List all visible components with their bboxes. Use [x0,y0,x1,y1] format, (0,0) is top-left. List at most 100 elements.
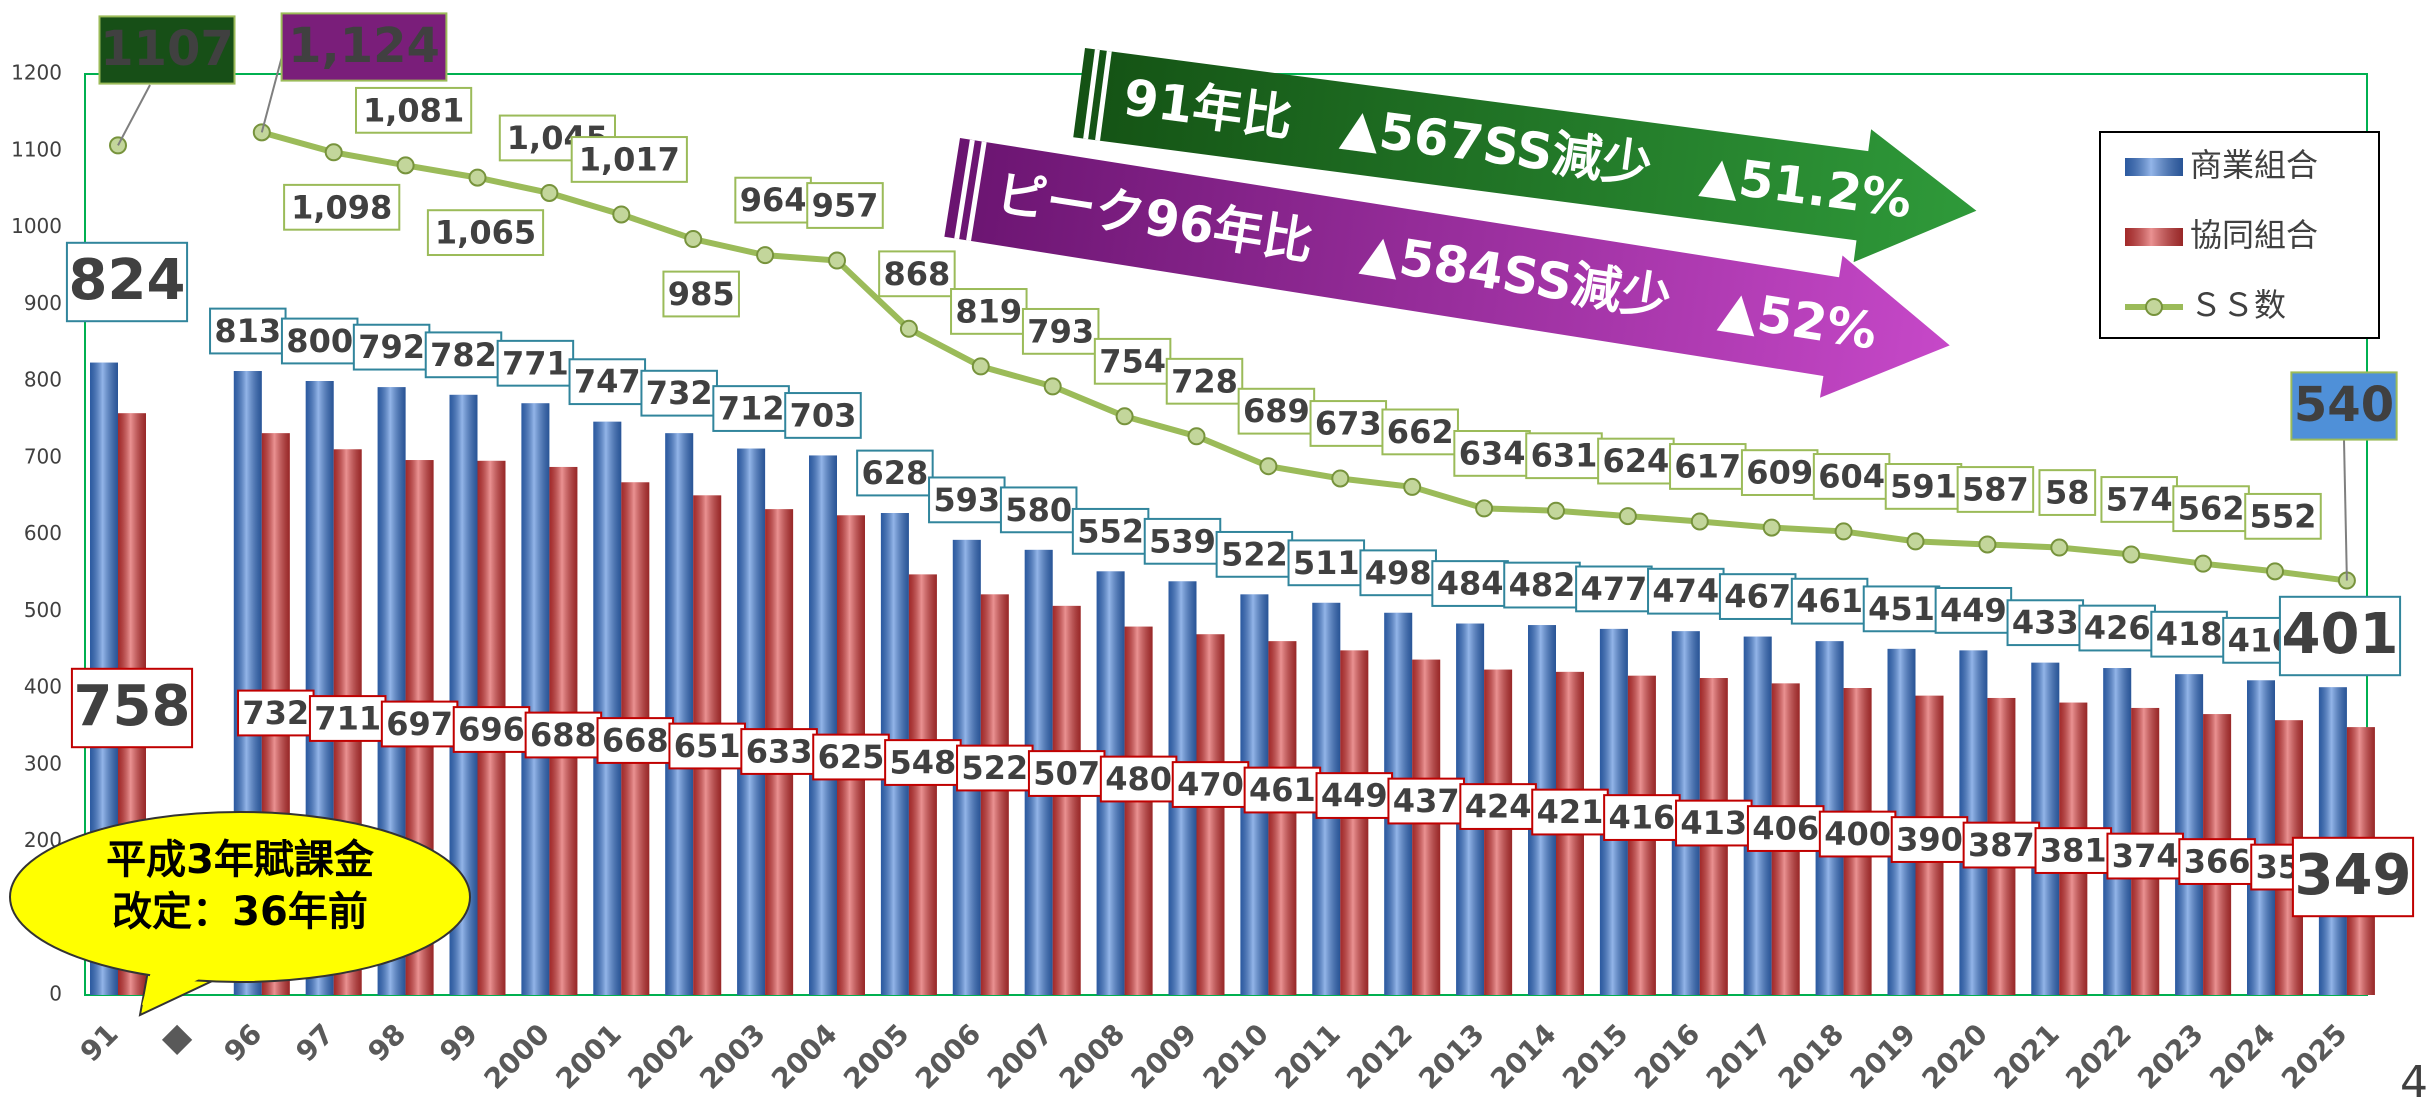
value-label: 552 [1077,512,1144,550]
y-tick-label: 700 [24,444,62,468]
value-label: 449 [1321,777,1388,815]
value-label: 604 [1818,457,1885,495]
bar-shine [809,455,837,995]
value-label: 673 [1315,404,1382,442]
value-label-box [734,176,812,224]
value-label: 498 [1365,554,1432,592]
value-label: 633 [746,733,813,771]
value-label: 696 [458,711,525,749]
value-label-box [806,182,884,229]
point [1978,535,1997,554]
y-tick-label: 600 [24,521,62,545]
bar-shine [1412,659,1441,995]
value-label-box [2034,827,2113,874]
value-label: 349 [2295,843,2412,908]
callout-seam [142,968,215,1005]
x-tick-label: 2015 [1556,1017,1634,1095]
value-label-box [1027,750,1106,797]
value-label: 964 [740,181,807,219]
value-label: 624 [1603,442,1670,480]
value-label: 1,098 [291,188,392,226]
value-label: 800 [286,322,353,360]
arrow-stripe [966,141,987,241]
bar-shine [665,433,694,995]
value-label-box [640,369,718,417]
x-tick-label: 2006 [909,1017,987,1095]
value-label: 1,081 [363,91,464,129]
x-tick-label: 2004 [765,1017,843,1095]
bar-shine [1052,605,1081,995]
point [540,183,559,202]
x-tick-label: 2016 [1628,1017,1706,1095]
x-tick-label: 2007 [981,1017,1059,1095]
value-label: 461 [1249,771,1316,809]
bar-shine [521,403,550,995]
value-label-box [1862,585,1941,633]
value-label: 366 [2184,843,2251,881]
value-label-box [856,449,934,497]
value-label: 522 [961,749,1028,787]
arrow-stripe [1095,50,1112,141]
point [756,246,775,265]
value-label-box [2278,595,2402,677]
value-label-box [1718,573,1797,620]
value-label: 540 [2294,377,2394,433]
x-tick-label: 2024 [2203,1017,2281,1095]
value-label-box [1790,577,1869,625]
value-label-box [1503,561,1581,609]
value-label-box [2078,604,2156,652]
value-label: 819 [955,292,1022,330]
value-label-box [2290,371,2398,441]
value-label: 732 [242,694,309,732]
value-label: 732 [646,374,713,412]
value-label-box [1746,805,1825,852]
point [396,156,415,175]
value-label-box [2038,469,2097,516]
value-label-box [1381,408,1459,456]
value-label: 574 [2106,480,2173,518]
value-label: 433 [2012,604,2079,642]
value-label: 387 [1968,826,2035,864]
value-label: 634 [1459,434,1526,472]
value-label-box [1171,761,1250,808]
value-label-box [283,183,401,231]
legend-swatch-shine [2125,228,2183,246]
arrow-shape [1073,48,1977,263]
value-label-box [2150,610,2228,658]
point [1834,522,1853,541]
value-label-box [784,392,862,439]
value-label-box [98,15,236,85]
value-label-box [209,307,287,355]
value-label: 1107 [100,21,234,77]
point [1115,407,1134,426]
x-tick-label: 2018 [1772,1017,1850,1095]
x-tick-label: 2013 [1412,1017,1490,1095]
y-tick-label: 1000 [11,214,62,238]
value-label: 539 [1149,522,1216,560]
value-label: 482 [1509,566,1576,604]
value-label-box [308,695,387,742]
point [1475,499,1494,518]
x-tick-label: 96 [218,1017,269,1068]
bar-shine [1268,641,1297,995]
point [1331,469,1350,488]
point [2050,538,2069,557]
value-label: 480 [1105,760,1172,798]
legend-swatch-shine [2125,158,2183,176]
bar-shine [593,421,622,995]
value-label: 587 [1962,470,2029,508]
value-label-box [1459,783,1537,830]
y-tick-label: 0 [49,982,62,1006]
point [1043,377,1062,396]
value-label: 484 [1437,565,1504,603]
value-label-box [1962,821,2041,869]
x-tick-label: 2003 [693,1017,771,1095]
value-label-box [1597,437,1675,485]
line [260,129,2348,584]
x-tick-label: 91 [74,1017,125,1068]
value-label: 437 [1393,782,1460,820]
leader-line [2343,439,2348,581]
arrow-stripe [954,139,975,240]
value-label: 631 [1531,437,1598,475]
value-label: 793 [1027,312,1094,350]
